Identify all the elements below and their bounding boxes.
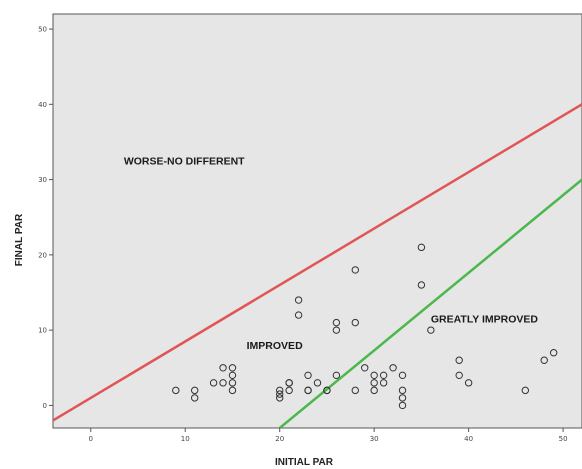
data-point — [209, 379, 218, 387]
data-point — [417, 243, 426, 252]
data-point — [379, 379, 388, 387]
data-point — [332, 326, 341, 334]
data-point — [398, 401, 407, 410]
data-point — [228, 364, 237, 372]
y-tick-label: 20 — [38, 251, 47, 259]
data-point — [276, 394, 284, 402]
y-tick-label: 40 — [38, 101, 47, 109]
data-point — [455, 356, 463, 364]
data-point — [455, 371, 463, 380]
data-point — [370, 379, 378, 387]
x-tick-label: 0 — [89, 435, 93, 443]
data-point — [304, 371, 312, 380]
x-axis: 0 10 20 30 40 50 — [89, 428, 568, 443]
data-point — [379, 371, 388, 380]
data-point — [285, 379, 293, 387]
region-label: IMPROVED — [247, 340, 303, 352]
y-tick-label: 30 — [38, 176, 47, 184]
y-tick-label: 10 — [38, 327, 47, 335]
worse-boundary-line — [53, 103, 582, 422]
data-point — [304, 386, 312, 395]
data-point — [276, 386, 284, 395]
data-point — [228, 371, 237, 380]
y-axis: 0 10 20 30 40 50 — [38, 26, 53, 410]
data-point — [370, 371, 378, 380]
data-point — [398, 386, 407, 395]
data-point — [219, 364, 227, 372]
data-point — [276, 390, 284, 398]
data-point — [389, 364, 397, 372]
reference-lines — [53, 103, 582, 428]
data-point — [417, 281, 426, 289]
y-tick-label: 50 — [38, 26, 47, 34]
data-point — [285, 386, 293, 395]
x-tick-label: 50 — [559, 435, 568, 443]
x-tick-label: 40 — [464, 435, 473, 443]
data-point — [228, 386, 237, 395]
data-point — [549, 349, 558, 357]
data-point — [332, 318, 341, 327]
data-point — [351, 318, 359, 327]
data-point — [361, 364, 369, 372]
data-point — [398, 394, 407, 402]
y-axis-title: FINAL PAR — [14, 213, 25, 266]
data-point — [323, 386, 331, 395]
data-point — [190, 394, 199, 402]
data-point — [521, 386, 530, 395]
data-point — [219, 379, 227, 387]
data-point — [398, 371, 407, 380]
data-point — [540, 356, 548, 364]
region-label: WORSE-NO DIFFERENT — [124, 156, 245, 168]
greatly-improved-boundary-line — [278, 178, 582, 428]
data-point — [464, 379, 473, 387]
x-tick-label: 30 — [370, 435, 379, 443]
data-point — [427, 326, 435, 334]
x-tick-label: 10 — [181, 435, 190, 443]
data-point — [313, 379, 322, 387]
region-labels: WORSE-NO DIFFERENT IMPROVED GREATLY IMPROV… — [124, 156, 539, 352]
data-point — [172, 386, 180, 395]
x-axis-title: INITIAL PAR — [275, 457, 334, 468]
plot-background — [52, 13, 582, 429]
data-point — [351, 266, 359, 274]
region-label: GREATLY IMPROVED — [431, 314, 539, 326]
data-point — [294, 311, 303, 319]
x-tick-label: 20 — [275, 435, 284, 443]
y-tick-label: 0 — [43, 402, 47, 410]
data-point — [370, 386, 378, 395]
plot-area — [52, 13, 582, 429]
data-point — [294, 296, 303, 304]
data-point — [351, 386, 359, 395]
data-points — [172, 243, 558, 410]
data-point — [332, 371, 341, 380]
data-point — [228, 379, 237, 387]
data-point — [190, 386, 199, 395]
